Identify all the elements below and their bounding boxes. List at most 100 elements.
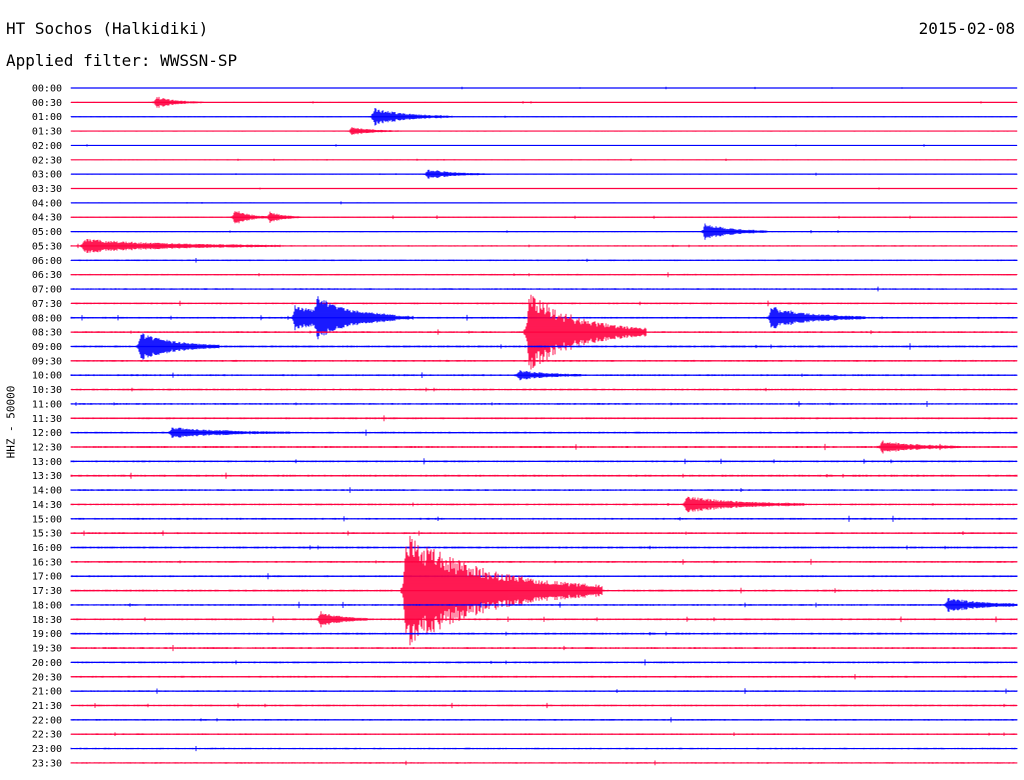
time-tick-label: 15:30 xyxy=(32,529,62,540)
time-tick-label: 18:00 xyxy=(32,600,62,611)
time-tick-label: 11:00 xyxy=(32,399,62,410)
time-tick-label: 12:00 xyxy=(32,428,62,439)
time-tick-label: 21:30 xyxy=(32,701,62,712)
time-tick-label: 01:30 xyxy=(32,127,62,138)
time-tick-label: 07:30 xyxy=(32,299,62,310)
seismic-trace-0400 xyxy=(70,201,1018,205)
seismic-trace-1300 xyxy=(70,458,1018,465)
seismic-trace-1400 xyxy=(70,487,1018,493)
seismic-trace-0500 xyxy=(70,223,1018,240)
time-tick-label: 09:00 xyxy=(32,342,62,353)
seismic-trace-0800 xyxy=(70,296,1018,340)
date-label: 2015-02-08 xyxy=(918,19,1015,38)
time-tick-label: 22:30 xyxy=(32,730,62,741)
seismic-trace-1330 xyxy=(70,472,1018,479)
seismic-trace-0430 xyxy=(70,211,1018,224)
time-tick-label: 01:00 xyxy=(32,112,62,123)
seismic-trace-0600 xyxy=(70,258,1018,263)
time-tick-label: 11:30 xyxy=(32,414,62,425)
seismic-trace-0730 xyxy=(70,300,1018,307)
seismic-trace-1900 xyxy=(70,631,1018,636)
seismic-trace-0330 xyxy=(70,187,1018,190)
time-tick-label: 13:30 xyxy=(32,471,62,482)
seismic-trace-0230 xyxy=(70,158,1018,161)
time-tick-label: 05:30 xyxy=(32,241,62,252)
seismic-trace-2100 xyxy=(70,688,1018,694)
station-title: HT Sochos (Halkidiki) xyxy=(6,19,209,38)
seismic-trace-0130 xyxy=(70,127,1018,135)
time-tick-label: 10:00 xyxy=(32,371,62,382)
seismic-trace-2330 xyxy=(70,760,1018,766)
time-tick-label: 08:30 xyxy=(32,328,62,339)
seismic-trace-0000 xyxy=(70,86,1018,90)
seismic-trace-1630 xyxy=(70,558,1018,565)
time-tick-label: 23:00 xyxy=(32,744,62,755)
seismic-trace-0630 xyxy=(70,272,1018,278)
seismic-trace-2300 xyxy=(70,746,1018,752)
seismic-trace-1730 xyxy=(70,535,1018,646)
time-tick-label: 03:00 xyxy=(32,170,62,181)
time-tick-label: 10:30 xyxy=(32,385,62,396)
seismic-trace-1000 xyxy=(70,370,1018,381)
time-tick-label: 13:00 xyxy=(32,457,62,468)
seismic-trace-0900 xyxy=(70,333,1018,360)
seismic-trace-1830 xyxy=(70,611,1018,628)
time-tick-label: 00:30 xyxy=(32,98,62,109)
seismic-trace-0030 xyxy=(70,96,1018,108)
time-tick-label: 06:30 xyxy=(32,270,62,281)
seismic-trace-0100 xyxy=(70,108,1018,126)
time-tick-label: 14:30 xyxy=(32,500,62,511)
seismic-trace-0200 xyxy=(70,144,1018,147)
time-tick-label: 20:00 xyxy=(32,658,62,669)
time-tick-label: 22:00 xyxy=(32,715,62,726)
time-tick-label: 02:00 xyxy=(32,141,62,152)
seismic-trace-0700 xyxy=(70,286,1018,292)
time-tick-label: 20:30 xyxy=(32,672,62,683)
seismic-trace-1130 xyxy=(70,415,1018,422)
time-tick-label: 17:00 xyxy=(32,572,62,583)
seismic-trace-0930 xyxy=(70,359,1018,362)
time-tick-label: 03:30 xyxy=(32,184,62,195)
time-tick-label: 16:00 xyxy=(32,543,62,554)
time-tick-label: 07:00 xyxy=(32,285,62,296)
seismic-trace-1700 xyxy=(70,573,1018,580)
seismic-trace-1200 xyxy=(70,427,1018,438)
seismic-trace-0830 xyxy=(70,294,1018,370)
time-tick-label: 02:30 xyxy=(32,155,62,166)
time-tick-label: 17:30 xyxy=(32,586,62,597)
time-tick-label: 00:00 xyxy=(32,84,62,95)
seismic-trace-1500 xyxy=(70,515,1018,522)
seismic-trace-2130 xyxy=(70,702,1018,709)
seismic-trace-1430 xyxy=(70,496,1018,513)
seismic-trace-2200 xyxy=(70,717,1018,723)
time-tick-label: 08:00 xyxy=(32,313,62,324)
time-tick-label: 23:30 xyxy=(32,758,62,769)
seismic-trace-2030 xyxy=(70,674,1018,680)
seismic-trace-1100 xyxy=(70,401,1018,407)
seismic-trace-0530 xyxy=(70,239,1018,253)
time-tick-label: 04:00 xyxy=(32,198,62,209)
time-tick-label: 09:30 xyxy=(32,356,62,367)
seismic-trace-1800 xyxy=(70,598,1018,612)
time-tick-label: 19:00 xyxy=(32,629,62,640)
seismic-trace-1530 xyxy=(70,530,1018,536)
time-tick-label: 19:30 xyxy=(32,644,62,655)
time-tick-label: 04:30 xyxy=(32,213,62,224)
time-tick-label: 16:30 xyxy=(32,557,62,568)
time-tick-label: 14:00 xyxy=(32,486,62,497)
filter-label: Applied filter: WWSSN-SP xyxy=(6,51,238,70)
seismic-trace-1030 xyxy=(70,387,1018,392)
seismic-trace-2000 xyxy=(70,659,1018,666)
time-tick-label: 18:30 xyxy=(32,615,62,626)
time-tick-label: 15:00 xyxy=(32,514,62,525)
time-tick-label: 06:00 xyxy=(32,256,62,267)
seismic-trace-2230 xyxy=(70,732,1018,736)
time-tick-label: 21:00 xyxy=(32,687,62,698)
seismic-trace-0300 xyxy=(70,169,1018,179)
seismic-trace-1230 xyxy=(70,440,1018,454)
seismic-trace-1600 xyxy=(70,545,1018,550)
seismic-trace-1930 xyxy=(70,645,1018,652)
time-tick-label: 05:00 xyxy=(32,227,62,238)
time-tick-label: 12:30 xyxy=(32,443,62,454)
